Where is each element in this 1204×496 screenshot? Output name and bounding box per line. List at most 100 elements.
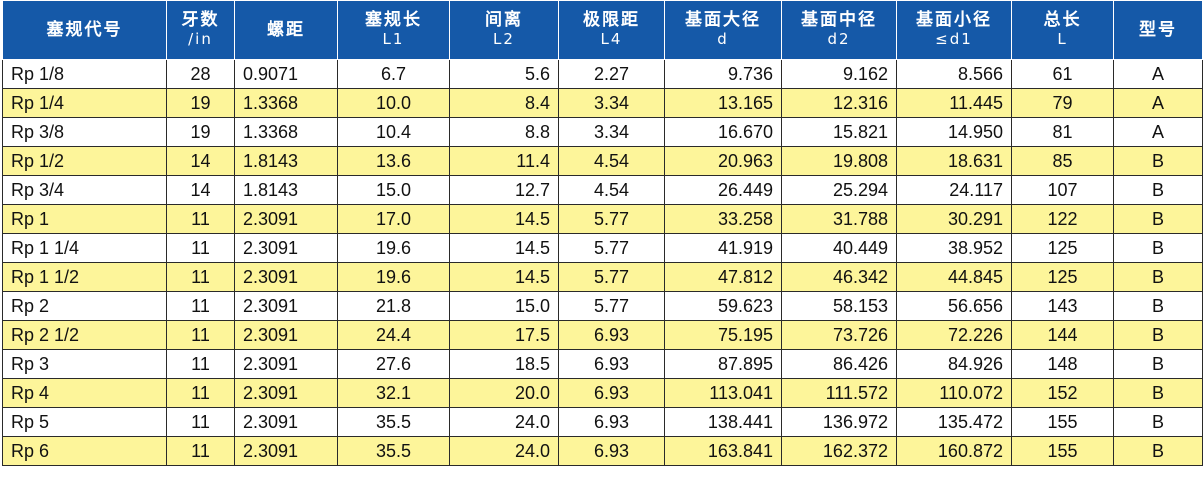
cell-gauge-code: Rp 6 [2, 436, 167, 466]
cell-limit-distance: 4.54 [558, 146, 665, 176]
cell-total-length: 143 [1011, 291, 1114, 321]
table-row: Rp 6 11 2.3091 35.5 24.0 6.93 163.841 162.372 16… [2, 436, 1203, 466]
table-row: Rp 4 11 2.3091 32.1 20.0 6.93 113.041 111.572 11… [2, 378, 1203, 408]
table-row: Rp 2 1/2 11 2.3091 24.4 17.5 6.93 75.195 73.726… [2, 320, 1203, 350]
cell-major-diameter: 75.195 [664, 320, 782, 350]
cell-pitch-diameter: 58.153 [781, 291, 897, 321]
cell-gauge-length: 15.0 [337, 175, 450, 205]
cell-pitch: 2.3091 [234, 436, 338, 466]
cell-gauge-code: Rp 4 [2, 378, 167, 408]
cell-gauge-code: Rp 2 1/2 [2, 320, 167, 350]
header-row: 塞规代号 牙数/in 螺距 塞规长 L1 间离 L2 极限距 L4 基面大径 d 基面中… [2, 0, 1203, 60]
cell-gauge-code: Rp 1 [2, 204, 167, 234]
cell-threads-per-inch: 11 [166, 291, 235, 321]
cell-major-diameter: 9.736 [664, 59, 782, 89]
header-gauge-length: 塞规长 L1 [337, 0, 450, 60]
cell-major-diameter: 59.623 [664, 291, 782, 321]
header-line1: 总长 [1043, 10, 1082, 30]
cell-pitch: 1.8143 [234, 146, 338, 176]
cell-clearance: 15.0 [449, 291, 559, 321]
cell-minor-diameter: 18.631 [896, 146, 1012, 176]
header-gauge-code: 塞规代号 [2, 0, 167, 60]
cell-pitch: 2.3091 [234, 262, 338, 292]
header-line1: 基面小径 [916, 10, 992, 30]
cell-gauge-length: 21.8 [337, 291, 450, 321]
cell-major-diameter: 16.670 [664, 117, 782, 147]
cell-total-length: 155 [1011, 436, 1114, 466]
cell-pitch-diameter: 73.726 [781, 320, 897, 350]
cell-limit-distance: 3.34 [558, 88, 665, 118]
table-row: Rp 5 11 2.3091 35.5 24.0 6.93 138.441 136.972 13… [2, 407, 1203, 437]
table-row: Rp 1 11 2.3091 17.0 14.5 5.77 33.258 31.788 30.2… [2, 204, 1203, 234]
cell-pitch-diameter: 46.342 [781, 262, 897, 292]
header-line1: 间离 [485, 10, 523, 30]
table-row: Rp 1/2 14 1.8143 13.6 11.4 4.54 20.963 19.808 18… [2, 146, 1203, 176]
header-line1: 牙数 [181, 10, 220, 30]
cell-pitch-diameter: 162.372 [781, 436, 897, 466]
cell-major-diameter: 113.041 [664, 378, 782, 408]
cell-minor-diameter: 44.845 [896, 262, 1012, 292]
cell-limit-distance: 6.93 [558, 320, 665, 350]
cell-limit-distance: 6.93 [558, 436, 665, 466]
header-minor-diameter: 基面小径 ≤d1 [896, 0, 1012, 60]
header-line1: 极限距 [583, 10, 640, 30]
cell-minor-diameter: 38.952 [896, 233, 1012, 263]
cell-pitch: 2.3091 [234, 204, 338, 234]
header-line1: 基面大径 [685, 10, 761, 30]
cell-gauge-length: 32.1 [337, 378, 450, 408]
cell-pitch-diameter: 40.449 [781, 233, 897, 263]
cell-pitch-diameter: 25.294 [781, 175, 897, 205]
table-row: Rp 3 11 2.3091 27.6 18.5 6.93 87.895 86.426 84.9… [2, 349, 1203, 379]
cell-gauge-length: 35.5 [337, 436, 450, 466]
cell-gauge-length: 10.4 [337, 117, 450, 147]
cell-major-diameter: 47.812 [664, 262, 782, 292]
table-header: 塞规代号 牙数/in 螺距 塞规长 L1 间离 L2 极限距 L4 基面大径 d 基面中… [2, 0, 1203, 60]
cell-total-length: 148 [1011, 349, 1114, 379]
cell-gauge-code: Rp 3/8 [2, 117, 167, 147]
header-pitch-diameter: 基面中径 d2 [781, 0, 897, 60]
cell-clearance: 14.5 [449, 233, 559, 263]
header-total-length: 总长 L [1011, 0, 1114, 60]
cell-minor-diameter: 110.072 [896, 378, 1012, 408]
cell-major-diameter: 20.963 [664, 146, 782, 176]
header-line2: d [717, 30, 729, 48]
cell-minor-diameter: 11.445 [896, 88, 1012, 118]
header-pitch: 螺距 [234, 0, 338, 60]
cell-limit-distance: 6.93 [558, 349, 665, 379]
cell-clearance: 5.6 [449, 59, 559, 89]
cell-gauge-code: Rp 3/4 [2, 175, 167, 205]
cell-clearance: 17.5 [449, 320, 559, 350]
cell-total-length: 85 [1011, 146, 1114, 176]
cell-model-type: B [1113, 378, 1203, 408]
cell-total-length: 155 [1011, 407, 1114, 437]
header-line2: d2 [827, 30, 851, 48]
cell-pitch: 2.3091 [234, 407, 338, 437]
table-row: Rp 3/8 19 1.3368 10.4 8.8 3.34 16.670 15.821 14.… [2, 117, 1203, 147]
cell-pitch-diameter: 86.426 [781, 349, 897, 379]
cell-limit-distance: 2.27 [558, 59, 665, 89]
cell-pitch-diameter: 15.821 [781, 117, 897, 147]
cell-gauge-length: 24.4 [337, 320, 450, 350]
cell-total-length: 122 [1011, 204, 1114, 234]
header-line2: L [1057, 30, 1068, 48]
cell-model-type: B [1113, 175, 1203, 205]
cell-gauge-length: 6.7 [337, 59, 450, 89]
cell-clearance: 18.5 [449, 349, 559, 379]
cell-minor-diameter: 160.872 [896, 436, 1012, 466]
cell-model-type: B [1113, 204, 1203, 234]
table-row: Rp 1 1/2 11 2.3091 19.6 14.5 5.77 47.812 46.342… [2, 262, 1203, 292]
cell-threads-per-inch: 19 [166, 88, 235, 118]
table-row: Rp 3/4 14 1.8143 15.0 12.7 4.54 26.449 25.294 24… [2, 175, 1203, 205]
cell-threads-per-inch: 11 [166, 233, 235, 263]
header-line1: 螺距 [267, 19, 305, 40]
cell-threads-per-inch: 28 [166, 59, 235, 89]
cell-pitch: 2.3091 [234, 291, 338, 321]
table-row: Rp 1/4 19 1.3368 10.0 8.4 3.34 13.165 12.316 11.… [2, 88, 1203, 118]
cell-total-length: 79 [1011, 88, 1114, 118]
cell-clearance: 14.5 [449, 262, 559, 292]
cell-pitch-diameter: 111.572 [781, 378, 897, 408]
cell-model-type: B [1113, 407, 1203, 437]
cell-minor-diameter: 8.566 [896, 59, 1012, 89]
cell-major-diameter: 26.449 [664, 175, 782, 205]
cell-threads-per-inch: 11 [166, 204, 235, 234]
